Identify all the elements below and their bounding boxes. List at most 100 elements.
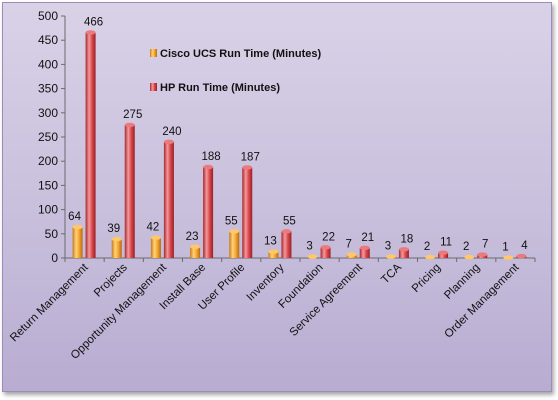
y-tick-label: 200 bbox=[38, 154, 58, 168]
y-tick-label: 50 bbox=[45, 227, 59, 241]
bar-cisco bbox=[190, 244, 201, 258]
data-label: 21 bbox=[361, 232, 374, 244]
category-label: Planning bbox=[442, 262, 482, 302]
bar-body bbox=[359, 247, 370, 258]
bar-body bbox=[268, 251, 279, 258]
category-label: Order Management bbox=[443, 261, 523, 341]
bar-body bbox=[438, 252, 449, 258]
data-label: 3 bbox=[306, 241, 312, 253]
axes: 0 50 100 150 200 250 300 350 400 450 500 bbox=[38, 9, 536, 265]
data-label: 466 bbox=[84, 16, 103, 28]
legend-label: Cisco UCS Run Time (Minutes) bbox=[160, 48, 321, 60]
bar-cap bbox=[307, 254, 318, 259]
y-tick-label: 250 bbox=[38, 130, 58, 144]
bar-cisco bbox=[464, 254, 475, 260]
bar-hp bbox=[85, 30, 96, 259]
data-label: 42 bbox=[147, 222, 160, 234]
legend-label: HP Run Time (Minutes) bbox=[160, 82, 280, 94]
bar-cap bbox=[477, 252, 488, 257]
bar-cisco bbox=[307, 254, 318, 259]
data-label: 7 bbox=[482, 239, 488, 251]
bar-hp bbox=[477, 252, 488, 258]
y-tick-label: 150 bbox=[38, 178, 58, 192]
bar-hp bbox=[281, 229, 292, 258]
data-label: 22 bbox=[322, 231, 335, 243]
bar-cap bbox=[398, 247, 409, 252]
bar-cap bbox=[385, 254, 396, 259]
data-label: 4 bbox=[521, 240, 528, 252]
bar-hp bbox=[203, 164, 214, 258]
bar-body bbox=[320, 247, 331, 258]
data-label: 64 bbox=[68, 211, 81, 223]
bar-body bbox=[85, 32, 96, 259]
data-label: 55 bbox=[283, 215, 296, 227]
data-label: 7 bbox=[346, 239, 352, 251]
bar-cisco bbox=[72, 224, 83, 258]
bar-cap bbox=[150, 235, 161, 240]
bar-body bbox=[124, 124, 135, 259]
bar-hp bbox=[438, 250, 449, 258]
category-label: Return Management bbox=[8, 261, 91, 344]
bar-cisco bbox=[425, 254, 436, 260]
bar-hp bbox=[320, 245, 331, 258]
bar-hp bbox=[242, 165, 253, 258]
bar-hp bbox=[359, 245, 370, 258]
bar-cap bbox=[281, 229, 292, 234]
bar-cap bbox=[85, 30, 96, 35]
data-label: 275 bbox=[123, 109, 142, 121]
bar-cap bbox=[163, 139, 174, 145]
bar-cap bbox=[72, 224, 83, 230]
legend-item: HP Run Time (Minutes) bbox=[150, 82, 280, 94]
data-label: 39 bbox=[107, 223, 120, 235]
category-label: Projects bbox=[92, 261, 130, 299]
data-label: 187 bbox=[241, 151, 260, 163]
y-tick-label: 500 bbox=[38, 9, 58, 23]
data-label: 240 bbox=[162, 126, 181, 138]
y-tick-label: 100 bbox=[38, 203, 58, 217]
bar-cap bbox=[229, 229, 240, 234]
category-label: Service Agreement bbox=[288, 261, 366, 339]
data-label: 2 bbox=[463, 241, 469, 253]
bar-body bbox=[72, 227, 83, 258]
data-label: 55 bbox=[225, 215, 238, 227]
bar-body bbox=[242, 167, 253, 258]
legend: Cisco UCS Run Time (Minutes) HP Run Time … bbox=[150, 48, 321, 94]
data-label: 188 bbox=[201, 151, 220, 163]
bar-cap bbox=[359, 245, 370, 251]
bar-body bbox=[190, 246, 201, 258]
bar-cap bbox=[111, 236, 122, 242]
bar-cap bbox=[464, 254, 475, 260]
category-label: TCA bbox=[379, 261, 404, 286]
bar-hp bbox=[124, 122, 135, 259]
bar-cap bbox=[268, 249, 279, 254]
bar-cap bbox=[516, 253, 527, 259]
data-label: 11 bbox=[440, 237, 452, 249]
data-label: 2 bbox=[424, 241, 430, 253]
category-label: Pricing bbox=[410, 262, 443, 295]
y-tick-label: 400 bbox=[38, 57, 58, 71]
data-label: 1 bbox=[502, 242, 508, 254]
y-tick-label: 350 bbox=[38, 82, 58, 96]
bar-cisco bbox=[150, 235, 161, 258]
bar-body bbox=[111, 239, 122, 258]
bar-cap bbox=[320, 245, 331, 250]
data-label: 3 bbox=[385, 241, 391, 253]
bar-cisco bbox=[503, 255, 514, 260]
bar-cisco bbox=[268, 249, 279, 258]
data-label: 18 bbox=[401, 233, 414, 245]
bar-body bbox=[163, 141, 174, 258]
bar-hp bbox=[163, 139, 174, 258]
bar-body bbox=[281, 231, 292, 258]
bar-body bbox=[203, 167, 214, 258]
y-tick-label: 300 bbox=[38, 106, 58, 120]
y-tick-label: 450 bbox=[38, 33, 58, 47]
bar-body bbox=[150, 237, 161, 258]
bar-body bbox=[398, 249, 409, 258]
y-tick-label: 0 bbox=[51, 251, 58, 265]
bar-hp bbox=[398, 247, 409, 258]
bar-hp bbox=[516, 253, 527, 259]
bar-cap bbox=[438, 250, 449, 255]
bar-cisco bbox=[385, 254, 396, 259]
